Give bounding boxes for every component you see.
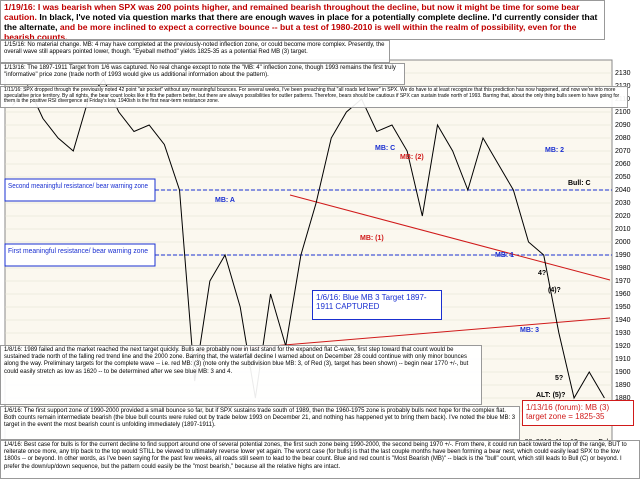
y-tick-label: 2040 — [615, 187, 631, 194]
zone-label: Second meaningful resistance/ bear warni… — [8, 183, 148, 190]
y-tick-label: 1910 — [615, 356, 631, 363]
wave-label: MB: (1) — [360, 235, 384, 242]
note-0108: 1/8/16: 1989 failed and the market reach… — [0, 345, 482, 405]
wave-label: (4)? — [548, 287, 561, 294]
y-tick-label: 1990 — [615, 252, 631, 259]
note-0106: 1/6/16: The first support zone of 1990-2… — [0, 406, 520, 440]
note-text: and be more inclined to expect a correct… — [4, 22, 577, 40]
y-tick-label: 2100 — [615, 109, 631, 116]
y-tick-label: 1950 — [615, 304, 631, 311]
wave-label: MB: 2 — [545, 147, 564, 154]
note-0111: 1/11/16: SPX dropped through the previou… — [0, 86, 628, 108]
forum-callout: 1/13/16 (forum): MB (3) target zone = 18… — [522, 400, 634, 426]
note-0104: 1/4/16: Best case for bulls is for the c… — [0, 440, 640, 479]
y-tick-label: 2070 — [615, 148, 631, 155]
y-tick-label: 1960 — [615, 291, 631, 298]
note-0119: 1/19/16: I was bearish when SPX was 200 … — [0, 0, 605, 40]
wave-label: MB: 3 — [520, 327, 539, 334]
y-tick-label: 1940 — [615, 317, 631, 324]
y-tick-label: 1880 — [615, 395, 631, 402]
y-tick-label: 1900 — [615, 369, 631, 376]
note-0113: 1/13/16: The 1897-1911 Target from 1/6 w… — [0, 63, 405, 85]
wave-label: MB: C — [375, 145, 395, 152]
y-tick-label: 2080 — [615, 135, 631, 142]
zone-box — [4, 178, 156, 202]
y-tick-label: 2000 — [615, 239, 631, 246]
note-text: In black, I've noted via question marks … — [4, 12, 598, 32]
y-tick-label: 2090 — [615, 122, 631, 129]
y-tick-label: 1890 — [615, 382, 631, 389]
zone-label: First meaningful resistance/ bear warnin… — [8, 248, 148, 255]
note-0115: 1/15/16: No material change. MB: 4 may h… — [0, 40, 390, 63]
wave-label: Bull: C — [568, 180, 591, 187]
wave-label: MB: A — [215, 197, 235, 204]
y-tick-label: 1920 — [615, 343, 631, 350]
y-tick-label: 2060 — [615, 161, 631, 168]
wave-label: 5? — [555, 375, 563, 382]
note-text: 1/19/16: I was bearish when SPX was 200 … — [4, 2, 580, 22]
wave-label: 4? — [538, 270, 546, 277]
zone-box — [4, 243, 156, 267]
y-tick-label: 2020 — [615, 213, 631, 220]
trend-line — [289, 194, 611, 281]
wave-label: MB: 1 — [495, 252, 514, 259]
y-tick-label: 2050 — [615, 174, 631, 181]
wave-label: ALT: (5)? — [536, 392, 565, 399]
wave-label: MB: (2) — [400, 154, 424, 161]
y-tick-label: 1970 — [615, 278, 631, 285]
y-tick-label: 2010 — [615, 226, 631, 233]
y-tick-label: 2030 — [615, 200, 631, 207]
target-callout: 1/6/16: Blue MB 3 Target 1897-1911 CAPTU… — [312, 290, 442, 320]
y-tick-label: 1980 — [615, 265, 631, 272]
y-tick-label: 2130 — [615, 70, 631, 77]
y-tick-label: 1930 — [615, 330, 631, 337]
